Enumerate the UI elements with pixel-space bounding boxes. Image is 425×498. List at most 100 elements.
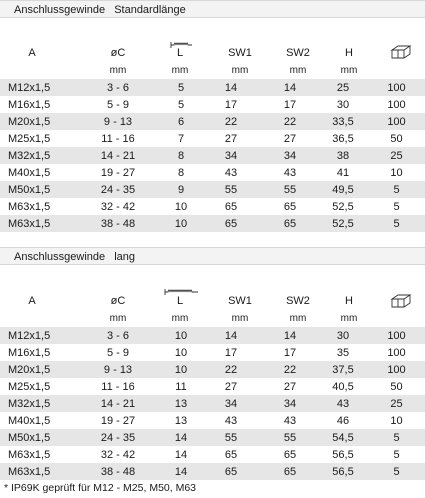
cell-length: 13 — [162, 395, 200, 412]
unit-sw2: mm — [289, 65, 307, 76]
cell-length: 6 — [162, 113, 200, 130]
package-box-icon — [390, 293, 412, 314]
cell-thread: M32x1,5 — [0, 147, 74, 164]
cell-height: 38 — [318, 147, 368, 164]
cell-diameter: 19 - 27 — [74, 412, 162, 429]
cell-length: 10 — [162, 344, 200, 361]
cell-sw1: 34 — [200, 147, 262, 164]
table-row: M63x1,5 38 - 48 14 65 65 56,5 5 — [0, 463, 425, 480]
unit-sw1: mm — [231, 65, 249, 76]
cell-sw1: 43 — [200, 164, 262, 181]
cell-pack-qty: 5 — [368, 198, 425, 215]
cell-thread: M12x1,5 — [0, 79, 74, 96]
unit-oc: mm — [109, 65, 127, 76]
cell-diameter: 11 - 16 — [74, 378, 162, 395]
unit-l: mm — [171, 65, 189, 76]
cell-height: 33,5 — [318, 113, 368, 130]
section-title-variant: lang — [114, 251, 135, 263]
cell-thread: M16x1,5 — [0, 96, 74, 113]
cell-thread: M20x1,5 — [0, 361, 74, 378]
cell-diameter: 9 - 13 — [74, 361, 162, 378]
cell-thread: M50x1,5 — [0, 429, 74, 446]
col-header-sw2: SW2 — [286, 295, 310, 307]
cell-diameter: 38 - 48 — [74, 215, 162, 232]
cell-sw2: 14 — [262, 327, 318, 344]
cell-height: 54,5 — [318, 429, 368, 446]
cell-diameter: 14 - 21 — [74, 147, 162, 164]
cell-length: 9 — [162, 181, 200, 198]
cell-pack-qty: 100 — [368, 113, 425, 130]
cell-sw2: 17 — [262, 96, 318, 113]
section-title-long: Anschlussgewinde lang — [0, 247, 425, 265]
table-row: M32x1,5 14 - 21 8 34 34 38 25 — [0, 147, 425, 164]
cell-sw1: 14 — [200, 327, 262, 344]
unit-sw2: mm — [289, 313, 307, 324]
thread-length-icon — [164, 284, 200, 302]
table-row: M20x1,5 9 - 13 6 22 22 33,5 100 — [0, 113, 425, 130]
cell-sw2: 65 — [262, 198, 318, 215]
cell-sw1: 65 — [200, 215, 262, 232]
cell-sw1: 22 — [200, 113, 262, 130]
footnote: * IP69K geprüft für M12 - M25, M50, M63 — [4, 482, 197, 494]
cell-pack-qty: 50 — [368, 130, 425, 147]
cell-height: 52,5 — [318, 215, 368, 232]
cell-sw2: 43 — [262, 164, 318, 181]
cell-thread: M40x1,5 — [0, 164, 74, 181]
cell-thread: M50x1,5 — [0, 181, 74, 198]
cell-thread: M12x1,5 — [0, 327, 74, 344]
col-header-oc: øC — [110, 295, 126, 307]
cell-length: 10 — [162, 361, 200, 378]
cell-height: 35 — [318, 344, 368, 361]
cell-pack-qty: 25 — [368, 395, 425, 412]
table-row: M25x1,5 11 - 16 11 27 27 40,5 50 — [0, 378, 425, 395]
cell-sw2: 22 — [262, 361, 318, 378]
cell-sw2: 34 — [262, 395, 318, 412]
cell-pack-qty: 100 — [368, 96, 425, 113]
table-row: M50x1,5 24 - 35 9 55 55 49,5 5 — [0, 181, 425, 198]
cell-height: 41 — [318, 164, 368, 181]
cell-sw2: 55 — [262, 181, 318, 198]
cell-thread: M32x1,5 — [0, 395, 74, 412]
cell-sw1: 65 — [200, 198, 262, 215]
cell-length: 14 — [162, 446, 200, 463]
cell-pack-qty: 5 — [368, 463, 425, 480]
cell-sw1: 27 — [200, 378, 262, 395]
cell-pack-qty: 5 — [368, 215, 425, 232]
col-header-sw1: SW1 — [228, 47, 252, 59]
col-header-h: H — [345, 47, 353, 59]
cell-sw2: 22 — [262, 113, 318, 130]
cell-sw1: 27 — [200, 130, 262, 147]
cell-length: 8 — [162, 164, 200, 181]
cell-sw1: 65 — [200, 446, 262, 463]
cell-pack-qty: 100 — [368, 344, 425, 361]
cell-length: 10 — [162, 215, 200, 232]
cell-height: 56,5 — [318, 446, 368, 463]
table-row: M63x1,5 32 - 42 10 65 65 52,5 5 — [0, 198, 425, 215]
cell-sw1: 22 — [200, 361, 262, 378]
cell-length: 13 — [162, 412, 200, 429]
cell-sw1: 43 — [200, 412, 262, 429]
cell-diameter: 9 - 13 — [74, 113, 162, 130]
col-header-oc: øC — [110, 47, 126, 59]
cell-sw1: 34 — [200, 395, 262, 412]
cell-diameter: 19 - 27 — [74, 164, 162, 181]
cell-diameter: 24 - 35 — [74, 181, 162, 198]
table-row: M16x1,5 5 - 9 5 17 17 30 100 — [0, 96, 425, 113]
cell-thread: M63x1,5 — [0, 215, 74, 232]
cell-thread: M25x1,5 — [0, 378, 74, 395]
table-row: M25x1,5 11 - 16 7 27 27 36,5 50 — [0, 130, 425, 147]
cell-diameter: 32 - 42 — [74, 198, 162, 215]
section-title-variant: Standardlänge — [114, 4, 186, 16]
cell-pack-qty: 5 — [368, 181, 425, 198]
cell-height: 52,5 — [318, 198, 368, 215]
cell-length: 5 — [162, 96, 200, 113]
table-row: M32x1,5 14 - 21 13 34 34 43 25 — [0, 395, 425, 412]
cell-pack-qty: 25 — [368, 147, 425, 164]
thread-length-icon — [170, 37, 194, 55]
table-row: M40x1,5 19 - 27 8 43 43 41 10 — [0, 164, 425, 181]
table-row: M20x1,5 9 - 13 10 22 22 37,5 100 — [0, 361, 425, 378]
cell-length: 5 — [162, 79, 200, 96]
cell-height: 40,5 — [318, 378, 368, 395]
col-header-h: H — [345, 295, 353, 307]
section-title-main: Anschlussgewinde — [14, 251, 106, 263]
